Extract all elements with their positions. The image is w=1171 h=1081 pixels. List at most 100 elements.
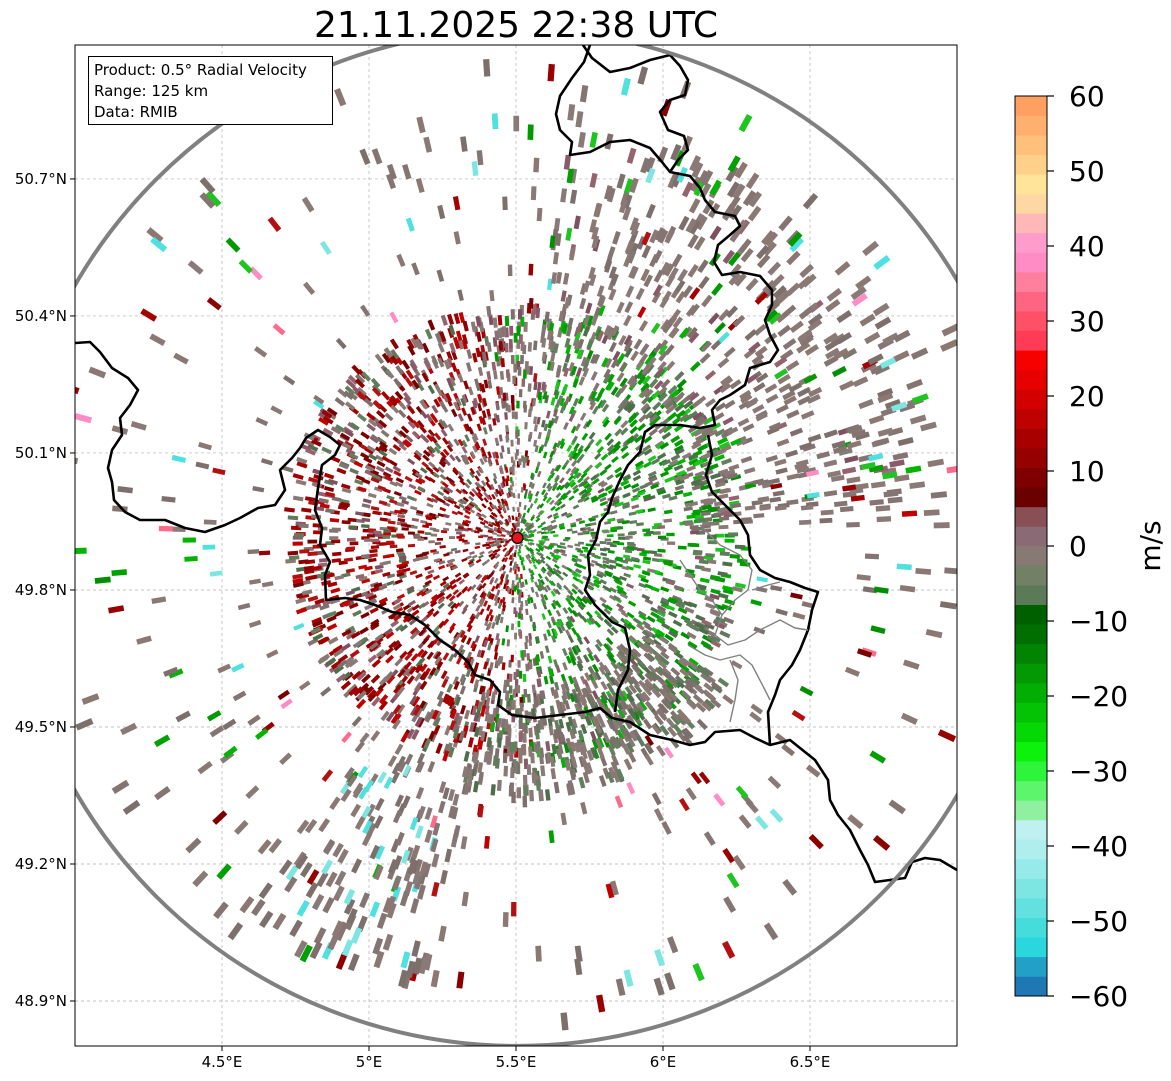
colorbar-tick-label: 60 (1069, 80, 1105, 113)
velocity-bin (518, 501, 522, 507)
colorbar-segment (1015, 291, 1047, 312)
velocity-bin (504, 315, 510, 327)
velocity-bin (506, 639, 511, 647)
velocity-bin (724, 538, 735, 543)
velocity-bin (547, 63, 555, 82)
velocity-bin (510, 309, 515, 320)
velocity-bin (620, 559, 629, 564)
colorbar-segment (1015, 819, 1047, 840)
velocity-bin (513, 363, 517, 373)
velocity-bin (520, 455, 524, 462)
colorbar-segment (1015, 721, 1047, 742)
velocity-bin (523, 724, 528, 734)
velocity-bin (510, 355, 515, 365)
velocity-bin (336, 467, 347, 475)
velocity-bin (577, 532, 584, 536)
velocity-bin (456, 531, 462, 535)
velocity-bin (397, 518, 406, 523)
velocity-bin (552, 588, 559, 595)
velocity-bin (491, 113, 499, 130)
velocity-bin (393, 642, 403, 652)
velocity-bin (492, 477, 498, 485)
velocity-bin (396, 533, 404, 537)
velocity-bin (670, 454, 681, 462)
colorbar-segment (1015, 271, 1047, 292)
velocity-bin (311, 616, 323, 625)
colorbar-segment (1015, 976, 1047, 997)
colorbar-segment (1015, 741, 1047, 762)
colorbar-segment (1015, 173, 1047, 195)
velocity-bin (472, 593, 478, 600)
velocity-bin (502, 196, 508, 211)
velocity-bin (432, 528, 440, 533)
velocity-bin (714, 428, 726, 437)
product-info-box: Product: 0.5° Radial Velocity Range: 125… (88, 56, 333, 125)
velocity-bin (728, 495, 740, 502)
velocity-bin (401, 527, 409, 531)
velocity-bin (491, 537, 497, 541)
colorbar-segment (1015, 330, 1047, 351)
velocity-bin (606, 534, 614, 538)
velocity-bin (413, 672, 422, 682)
velocity-bin (535, 548, 541, 553)
velocity-bin (474, 635, 480, 643)
velocity-bin (594, 452, 602, 460)
velocity-bin (522, 795, 528, 808)
velocity-bin (500, 445, 505, 453)
velocity-bin (447, 423, 455, 432)
velocity-bin (536, 504, 542, 510)
velocity-bin (258, 550, 271, 556)
velocity-bin (477, 393, 483, 403)
colorbar-tick-label: 50 (1069, 155, 1105, 188)
velocity-bin (502, 912, 509, 927)
velocity-bin (483, 534, 489, 538)
x-tick-label: 4.5°E (202, 1053, 243, 1071)
velocity-bin (443, 359, 451, 370)
velocity-bin (380, 429, 390, 438)
velocity-bin (501, 480, 506, 488)
colorbar-segment (1015, 467, 1047, 488)
colorbar-tick-label: −10 (1069, 605, 1128, 638)
velocity-bin (636, 450, 646, 458)
velocity-bin (544, 576, 550, 582)
velocity-bin (404, 475, 413, 483)
velocity-bin (406, 675, 415, 685)
x-tick-label: 5.5°E (496, 1053, 537, 1071)
velocity-bin (512, 492, 516, 499)
velocity-bin (723, 616, 735, 625)
velocity-bin (447, 696, 455, 707)
velocity-bin (986, 514, 1004, 521)
velocity-bin (715, 547, 726, 553)
colorbar-segment (1015, 623, 1047, 645)
velocity-bin (48, 562, 65, 569)
velocity-bin (448, 595, 456, 602)
y-tick-label: 50.1°N (15, 444, 67, 462)
velocity-bin (515, 516, 518, 522)
velocity-bin (508, 338, 513, 349)
x-tick-label: 6°E (650, 1053, 677, 1071)
velocity-bin (510, 395, 515, 404)
velocity-bin (609, 543, 617, 548)
velocity-bin (369, 549, 378, 554)
velocity-bin (417, 537, 425, 541)
velocity-bin (459, 704, 467, 715)
velocity-bin (527, 342, 532, 352)
velocity-bin (513, 671, 517, 680)
velocity-bin (574, 543, 581, 547)
velocity-bin (661, 493, 671, 500)
colorbar-segment (1015, 213, 1047, 234)
velocity-bin (519, 631, 523, 639)
velocity-bin (527, 383, 532, 392)
velocity-bin (483, 519, 489, 525)
velocity-bin (650, 606, 660, 614)
velocity-bin (896, 563, 912, 571)
velocity-bin (516, 437, 520, 445)
velocity-bin (407, 543, 416, 548)
velocity-bin (510, 654, 514, 663)
velocity-bin (627, 600, 637, 607)
velocity-bin (331, 539, 341, 544)
velocity-bin (901, 510, 918, 517)
velocity-bin (182, 537, 196, 543)
velocity-bin (684, 521, 694, 526)
